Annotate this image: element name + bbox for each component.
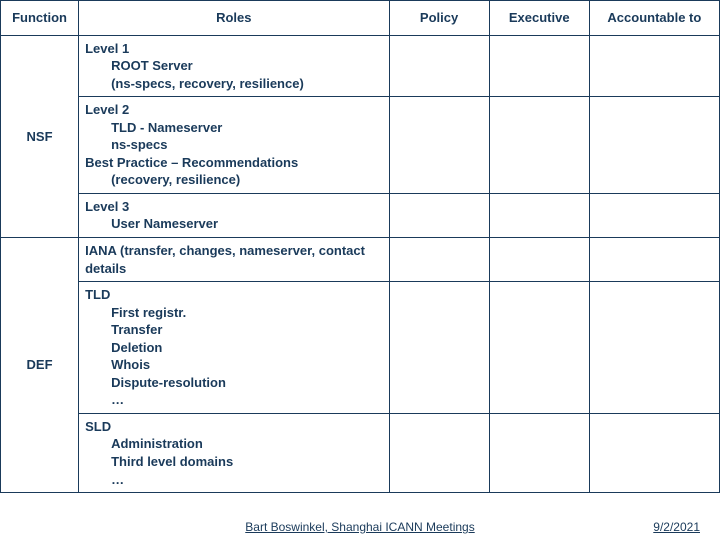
accountable-cell (589, 413, 719, 492)
table-row: TLD First registr. Transfer Deletion Who… (1, 282, 720, 414)
footer: Bart Boswinkel, Shanghai ICANN Meetings … (0, 520, 720, 538)
role-line: Level 1 (85, 40, 382, 58)
accountable-cell (589, 282, 719, 414)
role-line: Whois (85, 356, 382, 374)
role-line: IANA (transfer, changes, nameserver, con… (85, 242, 382, 277)
role-line: (recovery, resilience) (85, 171, 382, 189)
function-def: DEF (1, 238, 79, 493)
table-row: SLD Administration Third level domains … (1, 413, 720, 492)
executive-cell (489, 282, 589, 414)
role-line: … (85, 471, 382, 489)
accountable-cell (589, 35, 719, 97)
role-line: First registr. (85, 304, 382, 322)
executive-cell (489, 238, 589, 282)
header-function: Function (1, 1, 79, 36)
role-line: User Nameserver (85, 215, 382, 233)
header-row: Function Roles Policy Executive Accounta… (1, 1, 720, 36)
role-line: Level 3 (85, 198, 382, 216)
roles-table: Function Roles Policy Executive Accounta… (0, 0, 720, 493)
role-line: Dispute-resolution (85, 374, 382, 392)
role-line: Level 2 (85, 101, 382, 119)
roles-cell: IANA (transfer, changes, nameserver, con… (79, 238, 389, 282)
role-line: Administration (85, 435, 382, 453)
policy-cell (389, 413, 489, 492)
table-row: Level 3 User Nameserver (1, 193, 720, 237)
slide-frame: Function Roles Policy Executive Accounta… (0, 0, 720, 540)
table-row: Level 2 TLD - Nameserver ns-specs Best P… (1, 97, 720, 194)
role-line: Transfer (85, 321, 382, 339)
role-line: ROOT Server (85, 57, 382, 75)
policy-cell (389, 282, 489, 414)
executive-cell (489, 193, 589, 237)
role-line: Third level domains (85, 453, 382, 471)
executive-cell (489, 97, 589, 194)
roles-cell: Level 3 User Nameserver (79, 193, 389, 237)
role-line: … (85, 391, 382, 409)
accountable-cell (589, 97, 719, 194)
role-line: (ns-specs, recovery, resilience) (85, 75, 382, 93)
function-nsf: NSF (1, 35, 79, 237)
accountable-cell (589, 193, 719, 237)
role-line: Deletion (85, 339, 382, 357)
executive-cell (489, 413, 589, 492)
table-row: DEF IANA (transfer, changes, nameserver,… (1, 238, 720, 282)
policy-cell (389, 97, 489, 194)
footer-date: 9/2/2021 (653, 520, 700, 534)
accountable-cell (589, 238, 719, 282)
role-line: TLD (85, 286, 382, 304)
header-roles: Roles (79, 1, 389, 36)
policy-cell (389, 238, 489, 282)
roles-cell: TLD First registr. Transfer Deletion Who… (79, 282, 389, 414)
roles-cell: SLD Administration Third level domains … (79, 413, 389, 492)
executive-cell (489, 35, 589, 97)
footer-center: Bart Boswinkel, Shanghai ICANN Meetings (0, 520, 720, 534)
role-line: SLD (85, 418, 382, 436)
header-accountable: Accountable to (589, 1, 719, 36)
header-policy: Policy (389, 1, 489, 36)
policy-cell (389, 35, 489, 97)
role-line: Best Practice – Recommendations (85, 154, 382, 172)
role-line: ns-specs (85, 136, 382, 154)
roles-cell: Level 1 ROOT Server (ns-specs, recovery,… (79, 35, 389, 97)
roles-cell: Level 2 TLD - Nameserver ns-specs Best P… (79, 97, 389, 194)
role-line: TLD - Nameserver (85, 119, 382, 137)
policy-cell (389, 193, 489, 237)
table-row: NSF Level 1 ROOT Server (ns-specs, recov… (1, 35, 720, 97)
header-executive: Executive (489, 1, 589, 36)
